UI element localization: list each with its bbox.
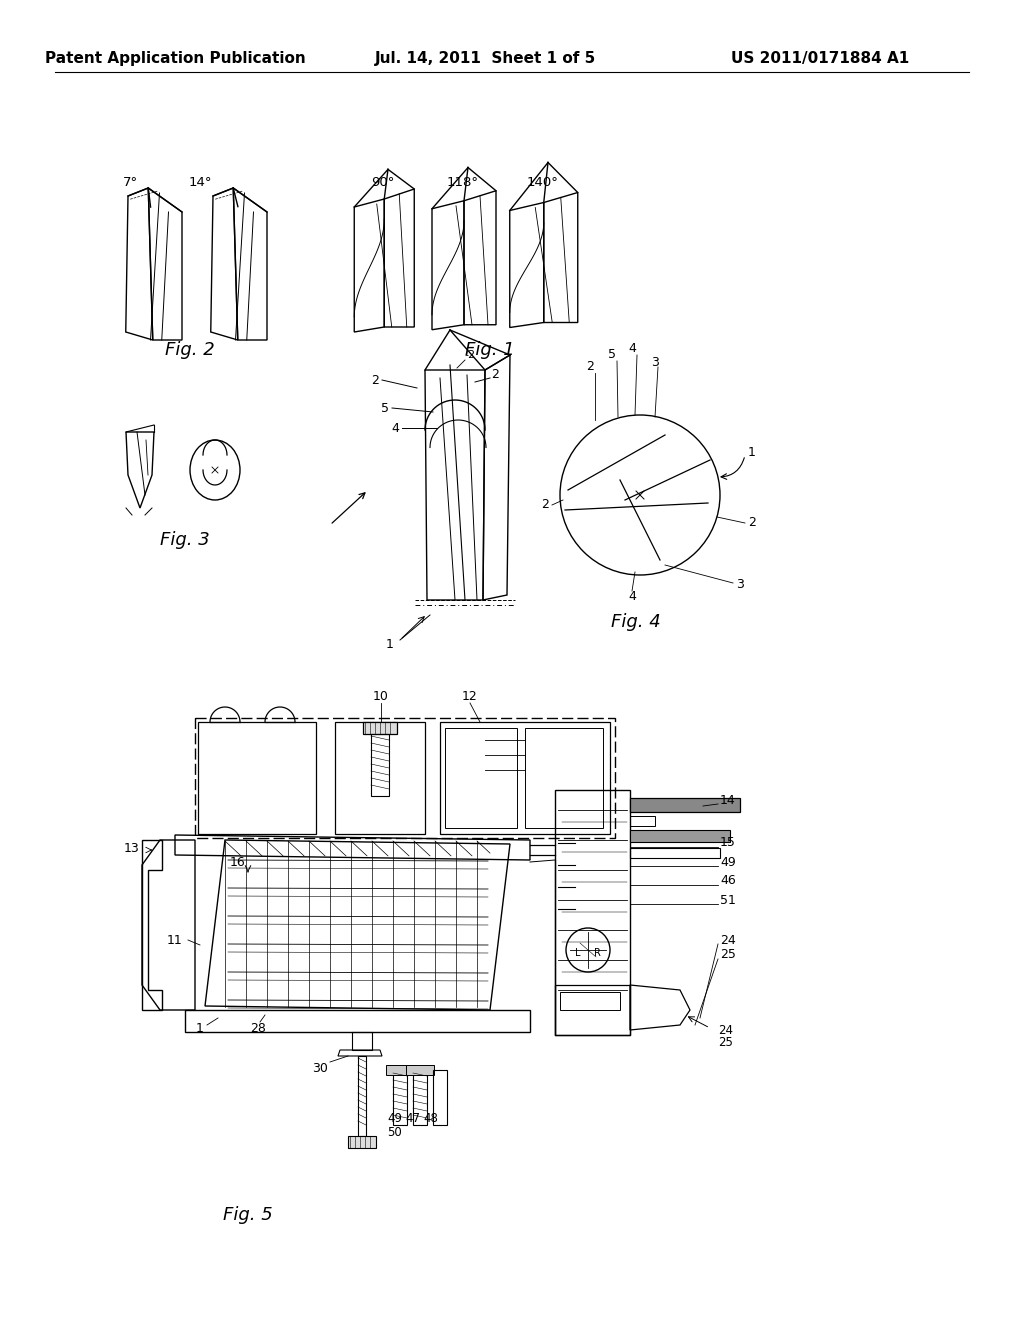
Text: 4: 4 (628, 342, 636, 355)
Text: 24: 24 (718, 1023, 733, 1036)
Text: 3: 3 (651, 355, 658, 368)
Bar (362, 722, 397, 734)
Text: Fig. 1: Fig. 1 (465, 341, 515, 359)
Text: 2: 2 (749, 516, 756, 529)
Text: 7°: 7° (123, 176, 137, 189)
Bar (371, 734, 389, 796)
Text: 49: 49 (387, 1111, 402, 1125)
Text: 46: 46 (720, 874, 736, 887)
Bar (630, 816, 655, 826)
Text: Patent Application Publication: Patent Application Publication (45, 50, 305, 66)
Text: 12: 12 (462, 690, 478, 704)
Bar (630, 799, 740, 812)
Text: 140°: 140° (527, 176, 559, 189)
Text: 11: 11 (167, 933, 183, 946)
Text: 118°: 118° (447, 176, 479, 189)
Text: 47: 47 (406, 1111, 421, 1125)
Text: 24: 24 (720, 933, 736, 946)
Text: Fig. 3: Fig. 3 (160, 531, 210, 549)
Text: 48: 48 (424, 1111, 438, 1125)
Bar (560, 993, 620, 1010)
Text: 2: 2 (371, 374, 379, 387)
Text: 1: 1 (749, 446, 756, 459)
Text: 2: 2 (492, 368, 499, 381)
Text: 4: 4 (391, 421, 399, 434)
Text: 13: 13 (124, 842, 140, 854)
Bar (198, 722, 316, 834)
Text: 14: 14 (720, 793, 736, 807)
Text: Fig. 4: Fig. 4 (611, 612, 660, 631)
Bar (555, 789, 630, 1035)
Text: 10: 10 (373, 690, 389, 704)
Bar (386, 1065, 414, 1074)
Bar (445, 729, 517, 828)
Text: Fig. 2: Fig. 2 (165, 341, 215, 359)
Text: 50: 50 (388, 1126, 402, 1138)
Bar (406, 1065, 434, 1074)
Text: 25: 25 (720, 949, 736, 961)
Bar (393, 1071, 407, 1125)
Text: 30: 30 (312, 1061, 328, 1074)
Bar (413, 1071, 427, 1125)
Text: L: L (575, 948, 581, 958)
Bar (630, 847, 720, 858)
Text: 14°: 14° (188, 176, 212, 189)
Text: 1: 1 (196, 1022, 204, 1035)
Text: 25: 25 (718, 1036, 733, 1049)
Text: US 2011/0171884 A1: US 2011/0171884 A1 (731, 50, 909, 66)
Text: 28: 28 (250, 1022, 266, 1035)
Text: 51: 51 (720, 894, 736, 907)
Bar (440, 722, 610, 834)
Bar (352, 1032, 372, 1049)
Text: 16: 16 (230, 855, 246, 869)
Bar (555, 985, 630, 1035)
Bar (348, 1137, 376, 1148)
Bar (433, 1071, 447, 1125)
Text: Jul. 14, 2011  Sheet 1 of 5: Jul. 14, 2011 Sheet 1 of 5 (375, 50, 596, 66)
Bar (358, 1056, 366, 1137)
Bar (525, 729, 603, 828)
Text: 2: 2 (586, 360, 594, 374)
Text: 3: 3 (736, 578, 744, 591)
Bar (195, 718, 615, 838)
Text: 49: 49 (720, 855, 736, 869)
Text: 2: 2 (541, 499, 549, 511)
Text: -2: -2 (465, 350, 475, 360)
Text: 4: 4 (628, 590, 636, 603)
Text: Fig. 5: Fig. 5 (223, 1206, 272, 1224)
Bar (185, 1010, 530, 1032)
Text: R: R (594, 948, 600, 958)
Text: 90°: 90° (372, 176, 394, 189)
Text: 15: 15 (720, 837, 736, 850)
Text: 5: 5 (381, 401, 389, 414)
Bar (630, 830, 730, 842)
Text: 1: 1 (386, 639, 394, 652)
Text: 5: 5 (608, 348, 616, 362)
Bar (335, 722, 425, 834)
